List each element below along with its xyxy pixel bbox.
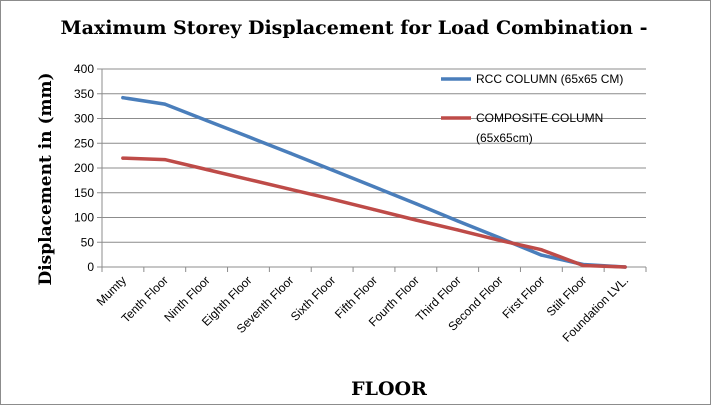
y-tick-label: 350 [74,87,94,101]
data-point [414,218,418,222]
y-axis-ticks: 0 50 100 150 200 250 300 350 400 [74,62,102,274]
legend-label-0: RCC COLUMN (65x65 CM) [476,72,623,86]
gridlines [102,68,646,243]
data-point [623,265,627,269]
data-point [539,253,543,257]
data-point [372,185,376,189]
data-point [372,207,376,212]
x-tick-label: First Floor [499,273,547,321]
data-point [163,102,167,106]
data-point [205,167,209,172]
data-point [456,219,460,223]
axes [101,69,646,268]
data-point [121,156,125,160]
y-tick-label: 0 [87,260,94,274]
x-tick-label: Sixth Floor [288,273,338,323]
y-tick-label: 250 [74,136,94,150]
data-point [288,151,292,155]
series-line-1 [121,156,627,269]
legend-label-1: COMPOSITE COLUMN [476,111,603,125]
y-tick-label: 300 [74,112,94,126]
data-point [330,197,334,201]
data-point [414,202,418,206]
data-point [581,263,585,268]
data-point [288,187,292,191]
y-tick-label: 150 [74,186,94,200]
y-tick-label: 100 [74,211,94,225]
data-point [456,228,460,232]
y-tick-label: 200 [74,161,94,175]
data-point [246,177,251,181]
data-point [205,118,209,123]
data-point [330,168,334,172]
x-tick-label: Mumty [94,273,129,308]
data-point [163,157,167,162]
data-point [497,238,502,242]
y-tick-label: 400 [74,62,94,76]
series-lines [121,95,627,269]
legend: RCC COLUMN (65x65 CM) COMPOSITE COLUMN (65… [441,72,623,145]
legend-label-1: (65x65cm) [476,131,533,145]
data-point [121,96,125,100]
data-point [539,248,543,252]
data-point [246,135,251,139]
chart-title: Maximum Storey Displacement for Load Com… [61,17,648,39]
y-axis-label: Displacement in (mm) [36,72,56,285]
y-tick-label: 50 [81,235,95,249]
x-axis-label: FLOOR [351,378,427,400]
